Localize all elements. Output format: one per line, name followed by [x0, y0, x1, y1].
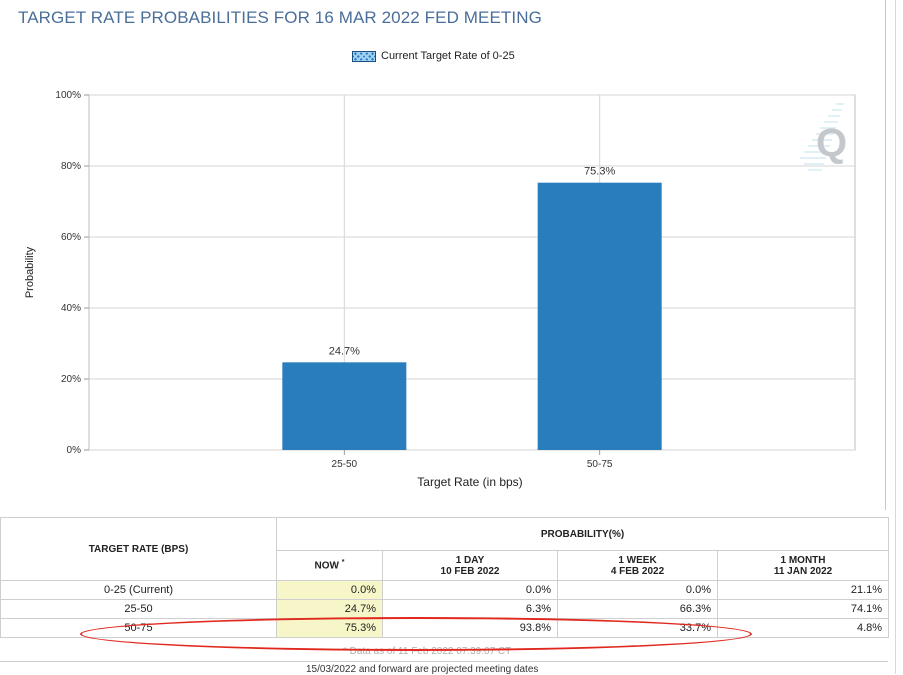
header-now[interactable]: NOW *: [276, 550, 383, 581]
day-cell: 6.3%: [382, 599, 558, 619]
header-1-month[interactable]: 1 MONTH 11 JAN 2022: [716, 550, 890, 581]
table-row: 0-25 (Current) 0.0% 0.0% 0.0% 21.1%: [0, 580, 890, 600]
q-logo-icon: Q: [800, 103, 847, 171]
footnote: * Data as of 11 Feb 2022 07:39:07 CT: [343, 646, 512, 657]
week-cell: 0.0%: [557, 580, 718, 600]
rate-cell: 0-25 (Current): [0, 580, 277, 600]
x-tick-label: 50-75: [587, 459, 613, 470]
logo-letter: Q: [816, 121, 847, 165]
week-cell: 66.3%: [557, 599, 718, 619]
bar: [282, 362, 407, 450]
x-tick-label: 25-50: [332, 459, 358, 470]
header-1-week[interactable]: 1 WEEK 4 FEB 2022: [557, 550, 718, 581]
y-tick-label: 80%: [61, 161, 81, 172]
data-label: 24.7%: [329, 345, 360, 357]
table-footnote-row: * Data as of 11 Feb 2022 07:39:07 CT: [0, 645, 888, 662]
y-axis-label: Probability: [24, 246, 36, 298]
chart-legend[interactable]: Current Target Rate of 0-25: [352, 50, 515, 62]
x-axis-label: Target Rate (in bps): [417, 475, 522, 489]
day-cell: 0.0%: [382, 580, 558, 600]
y-tick-label: 40%: [61, 303, 81, 314]
y-tick-label: 20%: [61, 374, 81, 385]
now-cell: 0.0%: [276, 580, 383, 600]
page-title: TARGET RATE PROBABILITIES FOR 16 MAR 202…: [18, 8, 542, 27]
bottom-note: 15/03/2022 and forward are projected mee…: [306, 664, 539, 675]
table-row: 25-50 24.7% 6.3% 66.3% 74.1%: [0, 599, 890, 619]
header-target-rate: TARGET RATE (BPS): [0, 517, 277, 581]
month-cell: 74.1%: [716, 599, 890, 619]
legend-label: Current Target Rate of 0-25: [381, 50, 515, 62]
header-1-day[interactable]: 1 DAY 10 FEB 2022: [382, 550, 558, 581]
bar-chart: 0% 20% 40% 60% 80% 100% 24.7% 25-50 75.3% 50-75 Ta…: [24, 90, 856, 489]
y-tick-label: 60%: [61, 232, 81, 243]
bar: [537, 182, 662, 450]
rate-cell: 25-50: [0, 599, 277, 619]
now-cell: 24.7%: [276, 599, 383, 619]
month-cell: 21.1%: [716, 580, 890, 600]
panel-border: [885, 0, 886, 510]
scroll-edge: [895, 0, 896, 674]
y-tick-label: 100%: [55, 90, 81, 101]
highlight-oval: [80, 617, 752, 651]
data-label: 75.3%: [584, 166, 615, 178]
legend-swatch: [352, 50, 376, 62]
header-probability: PROBABILITY(%): [275, 517, 890, 551]
plot-area: [88, 94, 856, 451]
y-tick-label: 0%: [67, 445, 82, 456]
